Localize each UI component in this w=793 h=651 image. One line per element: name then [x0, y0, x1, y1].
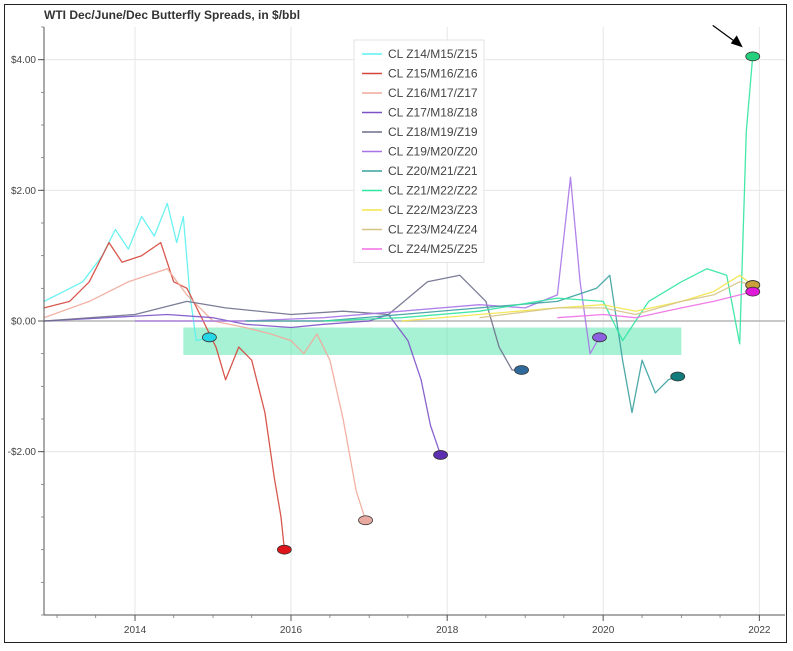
legend-entry: CL Z17/M18/Z18: [388, 106, 478, 120]
end-marker: [592, 332, 607, 343]
end-marker: [276, 544, 292, 555]
end-marker: [745, 286, 761, 297]
y-tick-label: $0.00: [11, 317, 36, 328]
x-tick-label: 2018: [436, 625, 459, 636]
series-layer: [44, 56, 754, 550]
end-marker: [514, 365, 529, 375]
annotation-arrow-layer: [712, 24, 743, 48]
series-line: [401, 274, 754, 322]
x-tick-label: 2020: [592, 625, 615, 636]
y-tick-label: -$2.00: [8, 447, 37, 458]
legend-entry: CL Z20/M21/Z21: [388, 164, 478, 178]
end-marker: [358, 515, 373, 526]
legend-entry: CL Z16/M17/Z17: [388, 86, 478, 100]
series-line: [323, 56, 754, 345]
legend-entry: CL Z22/M23/Z23: [388, 203, 478, 217]
legend-entry: CL Z24/M25/Z25: [388, 242, 478, 256]
axes: -$2.00 $0.00 $2.00 $4.00 2014 2016 2018 2020 202…: [8, 26, 785, 636]
highlight-band-layer: [183, 327, 682, 355]
x-tick-label: 2022: [748, 625, 771, 636]
legend-entry: CL Z23/M24/Z24: [388, 223, 478, 237]
series-line: [245, 274, 678, 414]
series-line: [44, 241, 286, 550]
end-marker: [670, 371, 686, 382]
legend-entry: CL Z14/M15/Z15: [388, 47, 478, 61]
series-line: [44, 274, 522, 371]
end-marker-layer: [201, 51, 761, 555]
series-line: [479, 281, 753, 319]
legend-entry: CL Z19/M20/Z20: [388, 145, 478, 159]
y-tick-label: $2.00: [11, 186, 36, 197]
end-marker: [201, 332, 217, 343]
x-tick-label: 2014: [124, 625, 147, 636]
chart-title: WTI Dec/June/Dec Butterfly Spreads, in $…: [44, 8, 301, 22]
highlight-band: [183, 327, 682, 355]
x-tick-label: 2016: [280, 625, 303, 636]
end-marker: [433, 450, 448, 460]
legend-entry: CL Z21/M22/Z22: [388, 184, 478, 198]
series-line: [44, 313, 442, 456]
end-marker: [745, 51, 761, 62]
legend-entry: CL Z18/M19/Z19: [388, 125, 478, 139]
legend: CL Z14/M15/Z15 CL Z15/M16/Z16 CL Z16/M17/Z…: [353, 39, 485, 263]
series-line: [44, 268, 367, 521]
series-line: [44, 202, 210, 342]
annotation-arrow-head: [730, 35, 743, 48]
y-tick-label: $4.00: [11, 55, 36, 66]
series-line: [557, 290, 753, 319]
legend-entry: CL Z15/M16/Z16: [388, 67, 478, 81]
